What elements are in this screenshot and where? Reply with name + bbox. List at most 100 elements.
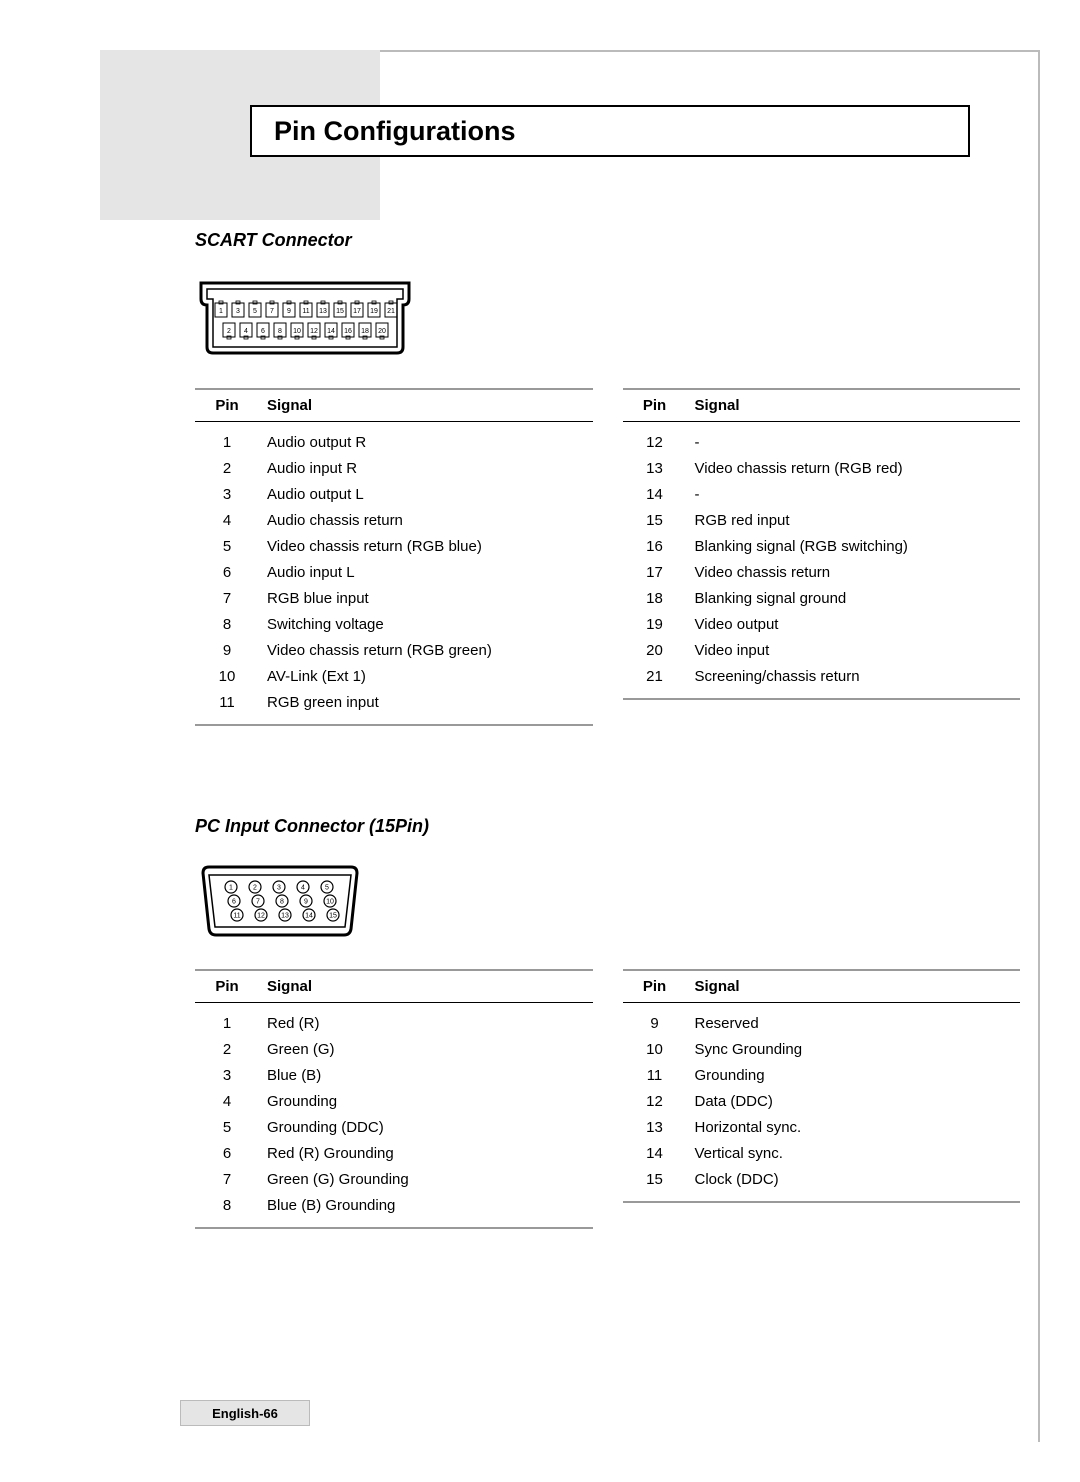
signal-cell: - [687,482,1021,508]
signal-cell: Video chassis return (RGB blue) [259,534,593,560]
pin-cell: 2 [195,1037,259,1063]
svg-text:18: 18 [361,328,369,335]
pin-cell: 9 [623,1011,687,1037]
table-row: 6Audio input L [195,560,593,586]
page-title-box: Pin Configurations [250,105,970,157]
pin-cell: 14 [623,482,687,508]
table-row: 8Blue (B) Grounding [195,1193,593,1219]
pin-cell: 1 [195,1011,259,1037]
content-area: SCART Connector 13579111315171921 246810… [195,230,1020,1229]
pin-cell: 11 [195,690,259,716]
pin-cell: 5 [195,1115,259,1141]
pin-cell: 3 [195,482,259,508]
pin-cell: 15 [623,508,687,534]
table-row: 4Grounding [195,1089,593,1115]
svg-text:20: 20 [378,328,386,335]
table-row: 10AV-Link (Ext 1) [195,664,593,690]
svg-text:19: 19 [370,308,378,315]
signal-cell: Video chassis return (RGB red) [687,456,1021,482]
pc-title: PC Input Connector (15Pin) [195,816,1020,837]
svg-text:4: 4 [244,328,248,335]
svg-text:5: 5 [325,885,329,892]
svg-text:3: 3 [277,885,281,892]
pc-table-left: Pin Signal 1Red (R)2Green (G)3Blue (B)4G… [195,969,593,1229]
svg-text:21: 21 [387,308,395,315]
pin-cell: 21 [623,664,687,690]
table-row: 10Sync Grounding [623,1037,1021,1063]
table-header: Pin Signal [623,969,1021,1003]
table-row: 15Clock (DDC) [623,1167,1021,1193]
pin-cell: 9 [195,638,259,664]
table-row: 1Red (R) [195,1011,593,1037]
signal-cell: Audio chassis return [259,508,593,534]
table-row: 9Reserved [623,1011,1021,1037]
table-row: 14Vertical sync. [623,1141,1021,1167]
table-row: 13Video chassis return (RGB red) [623,456,1021,482]
svg-text:8: 8 [278,328,282,335]
signal-cell: Audio input L [259,560,593,586]
header-pin: Pin [623,397,687,414]
signal-cell: Audio input R [259,456,593,482]
signal-cell: Sync Grounding [687,1037,1021,1063]
svg-text:3: 3 [236,308,240,315]
svg-text:2: 2 [227,328,231,335]
scart-table-right: Pin Signal 12-13Video chassis return (RG… [623,388,1021,726]
pin-cell: 10 [195,664,259,690]
scart-tables: Pin Signal 1Audio output R2Audio input R… [195,388,1020,726]
svg-text:10: 10 [293,328,301,335]
svg-text:9: 9 [304,899,308,906]
signal-cell: Video chassis return [687,560,1021,586]
signal-cell: Audio output R [259,430,593,456]
svg-text:12: 12 [310,328,318,335]
table-header: Pin Signal [623,388,1021,422]
pin-cell: 7 [195,1167,259,1193]
svg-text:11: 11 [233,913,240,920]
svg-text:14: 14 [327,328,335,335]
table-row: 20Video input [623,638,1021,664]
signal-cell: Video input [687,638,1021,664]
pin-cell: 13 [623,456,687,482]
signal-cell: Red (R) [259,1011,593,1037]
header-signal: Signal [687,978,1021,995]
table-header: Pin Signal [195,388,593,422]
svg-text:7: 7 [256,899,260,906]
svg-text:15: 15 [329,913,337,920]
svg-text:13: 13 [319,308,327,315]
page-title: Pin Configurations [274,116,515,147]
table-body: 1Audio output R2Audio input R3Audio outp… [195,422,593,726]
table-row: 9Video chassis return (RGB green) [195,638,593,664]
pin-cell: 3 [195,1063,259,1089]
signal-cell: RGB green input [259,690,593,716]
svg-text:12: 12 [257,913,265,920]
table-row: 12- [623,430,1021,456]
svg-text:11: 11 [302,308,309,315]
signal-cell: Red (R) Grounding [259,1141,593,1167]
scart-table-left: Pin Signal 1Audio output R2Audio input R… [195,388,593,726]
signal-cell: Grounding (DDC) [259,1115,593,1141]
signal-cell: - [687,430,1021,456]
pin-cell: 14 [623,1141,687,1167]
signal-cell: Green (G) Grounding [259,1167,593,1193]
header-signal: Signal [687,397,1021,414]
svg-text:10: 10 [326,899,334,906]
pin-cell: 10 [623,1037,687,1063]
pin-cell: 16 [623,534,687,560]
header-pin: Pin [195,397,259,414]
signal-cell: Audio output L [259,482,593,508]
svg-text:14: 14 [305,913,313,920]
signal-cell: Green (G) [259,1037,593,1063]
table-row: 5Grounding (DDC) [195,1115,593,1141]
table-row: 11RGB green input [195,690,593,716]
header-signal: Signal [259,397,593,414]
svg-text:13: 13 [281,913,289,920]
pin-cell: 4 [195,1089,259,1115]
pin-cell: 20 [623,638,687,664]
table-row: 13Horizontal sync. [623,1115,1021,1141]
table-row: 19Video output [623,612,1021,638]
signal-cell: Blanking signal (RGB switching) [687,534,1021,560]
pin-cell: 15 [623,1167,687,1193]
signal-cell: RGB red input [687,508,1021,534]
svg-text:6: 6 [232,899,236,906]
pin-cell: 19 [623,612,687,638]
pin-cell: 12 [623,430,687,456]
